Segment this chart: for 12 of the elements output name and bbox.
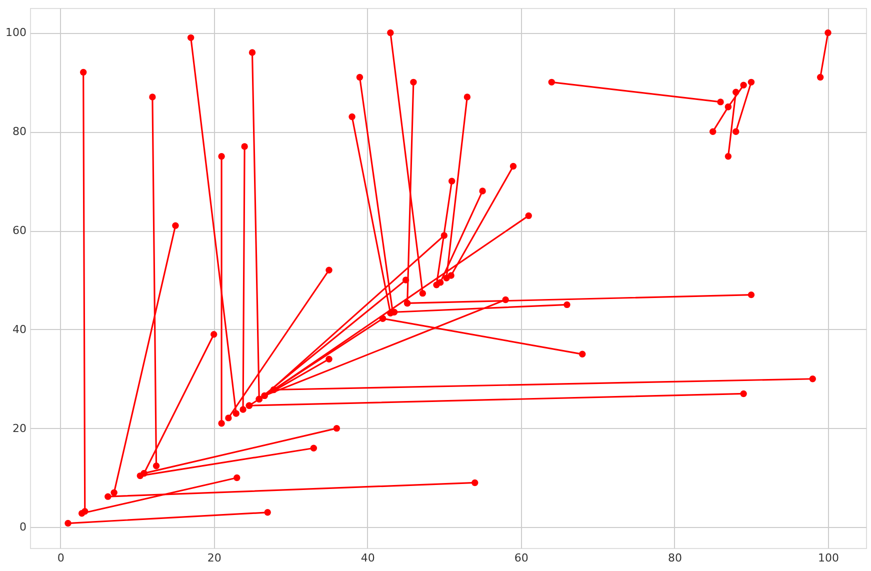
y-tick-label: 0 <box>20 520 26 534</box>
x-tick-label: 80 <box>668 552 682 564</box>
y-tick-label: 80 <box>12 125 26 138</box>
y-tick-label: 40 <box>12 322 26 336</box>
y-tick-label: 60 <box>12 224 26 238</box>
y-tick-label: 20 <box>12 422 26 435</box>
y-tick-label: 100 <box>6 26 26 40</box>
x-tick-label: 20 <box>207 552 222 564</box>
x-tick-label: 40 <box>360 552 375 564</box>
x-tick-label: 60 <box>514 552 528 564</box>
x-tick-label: 0 <box>57 552 64 564</box>
x-tick-label: 100 <box>818 552 839 564</box>
